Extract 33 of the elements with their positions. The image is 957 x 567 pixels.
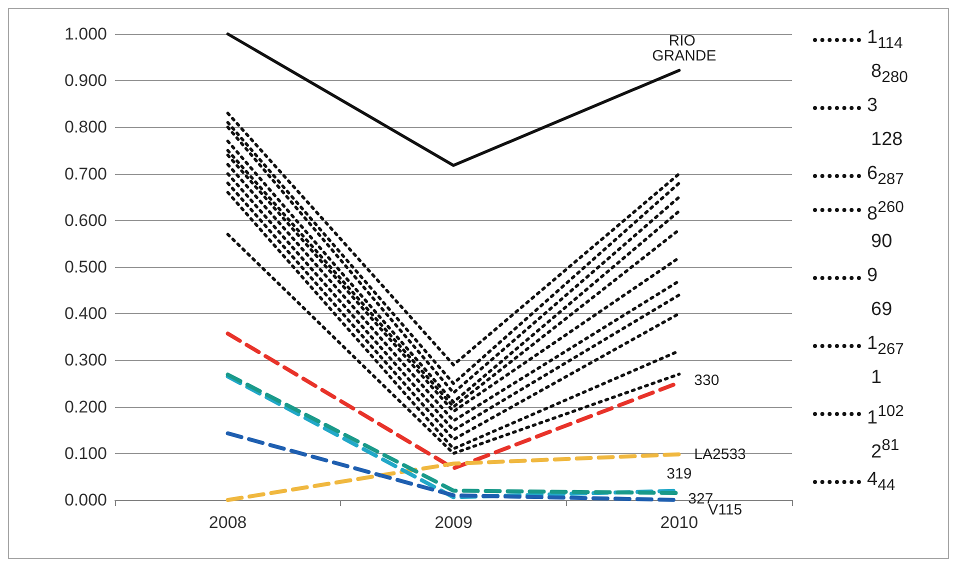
text: 1$_{114}$: [867, 27, 903, 54]
text: 69: [871, 299, 892, 321]
y-tick-label: 0.800: [64, 118, 107, 137]
text: 2$^{81}$: [871, 436, 900, 464]
y-tick-label: 0.900: [64, 71, 107, 90]
text: 128: [871, 129, 903, 151]
text: 1: [871, 367, 882, 389]
x-tick-label: 2010: [660, 513, 698, 532]
series-label: 330: [694, 372, 720, 390]
y-tick-label: 0.000: [64, 490, 107, 510]
x-tick-label: 2008: [208, 513, 247, 532]
y-tick-label: 0.200: [64, 397, 107, 416]
y-tick-label: 0.100: [64, 444, 107, 463]
text: 8$^{260}$: [867, 198, 904, 226]
y-tick-label: 0.400: [64, 304, 107, 324]
text: 8$_{280}$: [871, 61, 908, 88]
text: 1$_{267}$: [867, 333, 904, 360]
y-tick-label: 1.000: [64, 24, 107, 44]
y-tick-label: 0.500: [64, 258, 107, 276]
series-label: LA2533: [694, 446, 746, 463]
series-label: V115: [708, 502, 742, 518]
y-tick-label: 0.600: [64, 210, 107, 230]
text: 90: [871, 231, 892, 253]
series-label: RIO GRANDE: [652, 32, 716, 64]
text: 3: [867, 95, 878, 117]
text: 6$_{287}$: [867, 163, 904, 190]
text: 1$^{102}$: [867, 402, 904, 430]
y-tick-label: 0.700: [64, 164, 107, 184]
text: 4$_{44}$: [867, 469, 896, 496]
x-tick-label: 2009: [434, 513, 472, 532]
text: 9: [867, 265, 878, 287]
y-tick-label: 0.300: [64, 350, 107, 370]
series-label: 319: [666, 466, 692, 483]
